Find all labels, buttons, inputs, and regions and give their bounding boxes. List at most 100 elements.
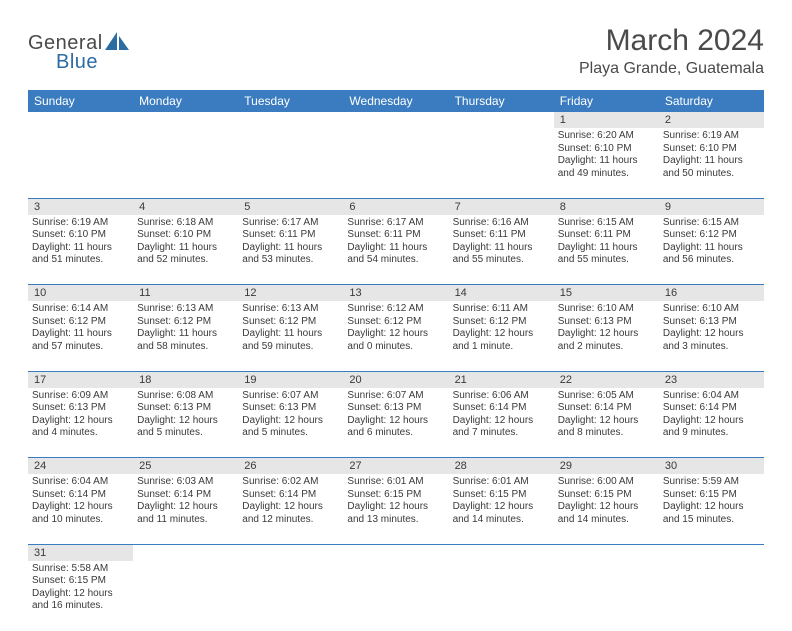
- daynum-cell: 17: [28, 371, 133, 388]
- day-cell: [28, 128, 133, 198]
- day-details: Sunrise: 6:17 AM Sunset: 6:11 PM Dayligh…: [242, 217, 339, 267]
- day-cell: Sunrise: 6:20 AM Sunset: 6:10 PM Dayligh…: [554, 128, 659, 198]
- content-row: Sunrise: 6:09 AM Sunset: 6:13 PM Dayligh…: [28, 388, 764, 458]
- content-row: Sunrise: 6:20 AM Sunset: 6:10 PM Dayligh…: [28, 128, 764, 198]
- day-cell: Sunrise: 6:15 AM Sunset: 6:11 PM Dayligh…: [554, 215, 659, 285]
- day-details: Sunrise: 6:04 AM Sunset: 6:14 PM Dayligh…: [663, 390, 760, 440]
- day-cell: [133, 128, 238, 198]
- daynum-cell: [133, 112, 238, 128]
- day-cell: [554, 561, 659, 631]
- day-details: Sunrise: 6:05 AM Sunset: 6:14 PM Dayligh…: [558, 390, 655, 440]
- daynum-cell: 31: [28, 544, 133, 561]
- day-details: Sunrise: 5:59 AM Sunset: 6:15 PM Dayligh…: [663, 476, 760, 526]
- day-cell: Sunrise: 6:13 AM Sunset: 6:12 PM Dayligh…: [238, 301, 343, 371]
- daynum-cell: 25: [133, 458, 238, 475]
- day-cell: [133, 561, 238, 631]
- logo-text-blue: Blue: [56, 51, 131, 74]
- day-cell: Sunrise: 6:13 AM Sunset: 6:12 PM Dayligh…: [133, 301, 238, 371]
- daynum-cell: 2: [659, 112, 764, 128]
- daynum-cell: 1: [554, 112, 659, 128]
- calendar-header-cell: Friday: [554, 90, 659, 112]
- day-cell: Sunrise: 5:59 AM Sunset: 6:15 PM Dayligh…: [659, 474, 764, 544]
- daynum-cell: 27: [343, 458, 448, 475]
- day-details: Sunrise: 6:19 AM Sunset: 6:10 PM Dayligh…: [663, 130, 760, 180]
- calendar-header-cell: Wednesday: [343, 90, 448, 112]
- content-row: Sunrise: 5:58 AM Sunset: 6:15 PM Dayligh…: [28, 561, 764, 631]
- day-cell: Sunrise: 6:19 AM Sunset: 6:10 PM Dayligh…: [28, 215, 133, 285]
- daynum-cell: 22: [554, 371, 659, 388]
- daynum-cell: [28, 112, 133, 128]
- day-cell: Sunrise: 6:04 AM Sunset: 6:14 PM Dayligh…: [659, 388, 764, 458]
- day-details: Sunrise: 6:13 AM Sunset: 6:12 PM Dayligh…: [137, 303, 234, 353]
- day-cell: Sunrise: 6:05 AM Sunset: 6:14 PM Dayligh…: [554, 388, 659, 458]
- day-details: Sunrise: 6:18 AM Sunset: 6:10 PM Dayligh…: [137, 217, 234, 267]
- logo: General Blue: [28, 30, 131, 74]
- daynum-cell: [343, 544, 448, 561]
- day-details: Sunrise: 6:07 AM Sunset: 6:13 PM Dayligh…: [242, 390, 339, 440]
- daynum-row: 17181920212223: [28, 371, 764, 388]
- daynum-cell: [343, 112, 448, 128]
- daynum-cell: 29: [554, 458, 659, 475]
- daynum-cell: 9: [659, 198, 764, 215]
- header: General Blue March 2024 Playa Grande, Gu…: [28, 24, 764, 78]
- daynum-cell: 10: [28, 285, 133, 302]
- day-cell: Sunrise: 6:14 AM Sunset: 6:12 PM Dayligh…: [28, 301, 133, 371]
- day-cell: Sunrise: 6:17 AM Sunset: 6:11 PM Dayligh…: [343, 215, 448, 285]
- day-details: Sunrise: 6:09 AM Sunset: 6:13 PM Dayligh…: [32, 390, 129, 440]
- day-cell: Sunrise: 6:10 AM Sunset: 6:13 PM Dayligh…: [554, 301, 659, 371]
- daynum-cell: 12: [238, 285, 343, 302]
- daynum-row: 12: [28, 112, 764, 128]
- daynum-cell: [238, 544, 343, 561]
- daynum-cell: 28: [449, 458, 554, 475]
- daynum-cell: 7: [449, 198, 554, 215]
- day-cell: Sunrise: 6:11 AM Sunset: 6:12 PM Dayligh…: [449, 301, 554, 371]
- day-cell: Sunrise: 6:06 AM Sunset: 6:14 PM Dayligh…: [449, 388, 554, 458]
- day-cell: [343, 561, 448, 631]
- day-cell: Sunrise: 6:18 AM Sunset: 6:10 PM Dayligh…: [133, 215, 238, 285]
- content-row: Sunrise: 6:04 AM Sunset: 6:14 PM Dayligh…: [28, 474, 764, 544]
- daynum-row: 31: [28, 544, 764, 561]
- day-details: Sunrise: 6:10 AM Sunset: 6:13 PM Dayligh…: [558, 303, 655, 353]
- daynum-row: 10111213141516: [28, 285, 764, 302]
- day-details: Sunrise: 5:58 AM Sunset: 6:15 PM Dayligh…: [32, 563, 129, 613]
- day-cell: Sunrise: 6:07 AM Sunset: 6:13 PM Dayligh…: [343, 388, 448, 458]
- content-row: Sunrise: 6:19 AM Sunset: 6:10 PM Dayligh…: [28, 215, 764, 285]
- content-row: Sunrise: 6:14 AM Sunset: 6:12 PM Dayligh…: [28, 301, 764, 371]
- day-details: Sunrise: 6:15 AM Sunset: 6:11 PM Dayligh…: [558, 217, 655, 267]
- day-cell: [343, 128, 448, 198]
- day-cell: Sunrise: 6:07 AM Sunset: 6:13 PM Dayligh…: [238, 388, 343, 458]
- calendar-header-cell: Thursday: [449, 90, 554, 112]
- day-cell: [659, 561, 764, 631]
- daynum-cell: [449, 544, 554, 561]
- daynum-cell: 16: [659, 285, 764, 302]
- day-details: Sunrise: 6:11 AM Sunset: 6:12 PM Dayligh…: [453, 303, 550, 353]
- day-cell: [449, 128, 554, 198]
- calendar-table: SundayMondayTuesdayWednesdayThursdayFrid…: [28, 90, 764, 631]
- day-details: Sunrise: 6:01 AM Sunset: 6:15 PM Dayligh…: [347, 476, 444, 526]
- daynum-cell: 11: [133, 285, 238, 302]
- day-cell: [238, 128, 343, 198]
- daynum-cell: 3: [28, 198, 133, 215]
- day-cell: Sunrise: 6:17 AM Sunset: 6:11 PM Dayligh…: [238, 215, 343, 285]
- day-cell: Sunrise: 6:10 AM Sunset: 6:13 PM Dayligh…: [659, 301, 764, 371]
- day-details: Sunrise: 6:03 AM Sunset: 6:14 PM Dayligh…: [137, 476, 234, 526]
- daynum-cell: 21: [449, 371, 554, 388]
- daynum-cell: [659, 544, 764, 561]
- title-block: March 2024 Playa Grande, Guatemala: [579, 24, 764, 78]
- day-details: Sunrise: 6:10 AM Sunset: 6:13 PM Dayligh…: [663, 303, 760, 353]
- daynum-cell: 18: [133, 371, 238, 388]
- calendar-header-cell: Tuesday: [238, 90, 343, 112]
- daynum-cell: 4: [133, 198, 238, 215]
- day-cell: Sunrise: 6:16 AM Sunset: 6:11 PM Dayligh…: [449, 215, 554, 285]
- day-details: Sunrise: 6:13 AM Sunset: 6:12 PM Dayligh…: [242, 303, 339, 353]
- day-cell: Sunrise: 6:01 AM Sunset: 6:15 PM Dayligh…: [449, 474, 554, 544]
- calendar-header-row: SundayMondayTuesdayWednesdayThursdayFrid…: [28, 90, 764, 112]
- daynum-cell: [554, 544, 659, 561]
- daynum-cell: 24: [28, 458, 133, 475]
- day-cell: Sunrise: 6:01 AM Sunset: 6:15 PM Dayligh…: [343, 474, 448, 544]
- calendar-body: 12Sunrise: 6:20 AM Sunset: 6:10 PM Dayli…: [28, 112, 764, 631]
- calendar-header-cell: Sunday: [28, 90, 133, 112]
- day-details: Sunrise: 6:12 AM Sunset: 6:12 PM Dayligh…: [347, 303, 444, 353]
- day-details: Sunrise: 6:04 AM Sunset: 6:14 PM Dayligh…: [32, 476, 129, 526]
- day-cell: Sunrise: 5:58 AM Sunset: 6:15 PM Dayligh…: [28, 561, 133, 631]
